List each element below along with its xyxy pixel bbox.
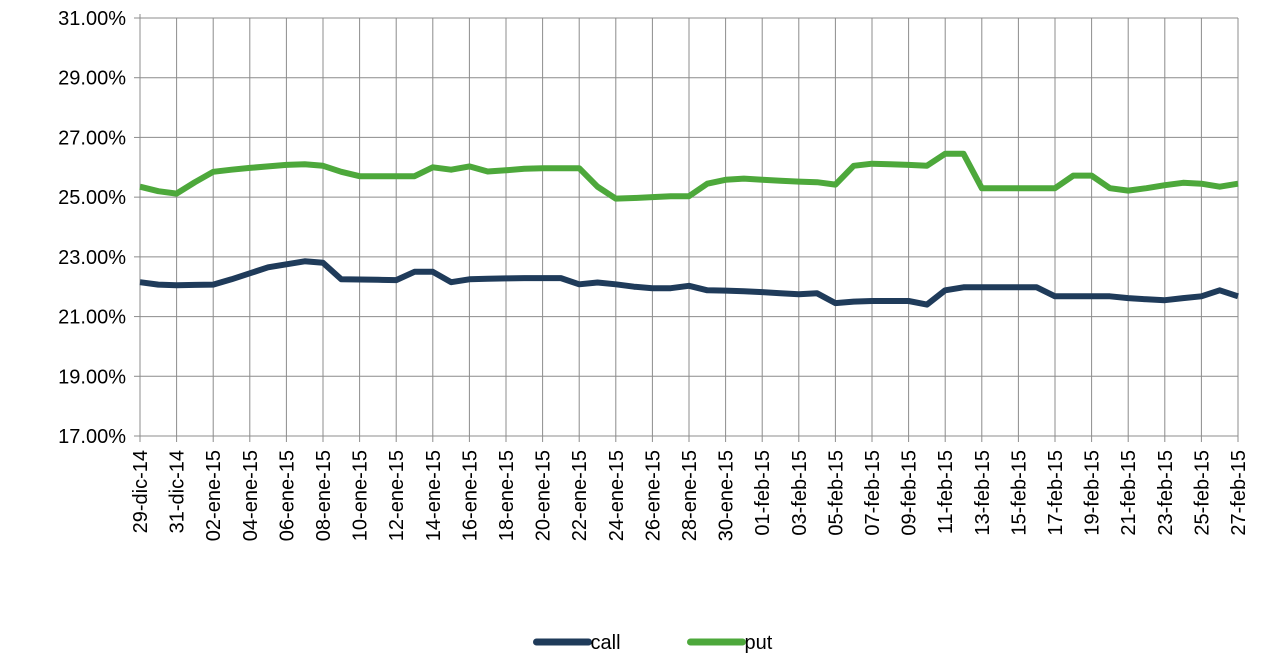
x-tick-label: 23-feb-15	[1155, 450, 1177, 536]
y-tick-label: 19.00%	[58, 366, 126, 388]
x-tick-label: 07-feb-15	[862, 450, 884, 536]
y-axis-ticks: 17.00% 19.00% 21.00% 23.00% 25.00% 27.00% 29.0…	[58, 8, 140, 448]
legend-label-put: put	[745, 632, 773, 654]
y-tick-label: 23.00%	[58, 247, 126, 269]
y-tick-label: 29.00%	[58, 68, 126, 90]
x-tick-label: 17-feb-15	[1045, 450, 1067, 536]
x-tick-label: 29-dic-14	[130, 450, 152, 533]
x-tick-label: 18-ene-15	[496, 450, 518, 541]
x-tick-label: 12-ene-15	[386, 450, 408, 541]
x-tick-label: 20-ene-15	[533, 450, 555, 541]
x-tick-label: 01-feb-15	[752, 450, 774, 536]
y-tick-label: 21.00%	[58, 307, 126, 329]
series-lines	[139, 150, 1239, 308]
x-tick-label: 04-ene-15	[240, 450, 262, 541]
legend-label-call: call	[591, 632, 621, 654]
x-tick-label: 08-ene-15	[313, 450, 335, 541]
x-tick-label: 03-feb-15	[789, 450, 811, 536]
x-tick-label: 21-feb-15	[1118, 450, 1140, 536]
y-tick-label: 31.00%	[58, 8, 126, 30]
x-tick-label: 13-feb-15	[972, 450, 994, 536]
x-tick-label: 10-ene-15	[350, 450, 372, 541]
y-tick-label: 17.00%	[58, 426, 126, 448]
series-line-call	[139, 258, 1239, 308]
x-tick-label: 26-ene-15	[642, 450, 664, 541]
x-tick-label: 16-ene-15	[459, 450, 481, 541]
x-tick-label: 14-ene-15	[423, 450, 445, 541]
x-tick-label: 05-feb-15	[825, 450, 847, 536]
x-tick-label: 09-feb-15	[899, 450, 921, 536]
x-tick-label: 19-feb-15	[1082, 450, 1104, 536]
x-tick-label: 24-ene-15	[606, 450, 628, 541]
y-tick-label: 25.00%	[58, 187, 126, 209]
x-tick-label: 31-dic-14	[167, 450, 189, 533]
x-tick-label: 25-feb-15	[1191, 450, 1213, 536]
x-tick-label: 27-feb-15	[1228, 450, 1250, 536]
x-tick-label: 15-feb-15	[1008, 450, 1030, 536]
legend: call put	[533, 632, 773, 654]
x-tick-label: 28-ene-15	[679, 450, 701, 541]
y-tick-label: 27.00%	[58, 127, 126, 149]
x-tick-label: 11-feb-15	[935, 450, 957, 534]
grid	[139, 17, 1239, 437]
x-tick-label: 30-ene-15	[716, 450, 738, 541]
x-tick-label: 22-ene-15	[569, 450, 591, 541]
x-axis-ticks: 29-dic-14 31-dic-14 02-ene-15 04-ene-15 06-e…	[130, 436, 1250, 541]
x-tick-label: 02-ene-15	[203, 450, 225, 541]
x-tick-label: 06-ene-15	[276, 450, 298, 541]
series-line-put	[139, 150, 1239, 202]
